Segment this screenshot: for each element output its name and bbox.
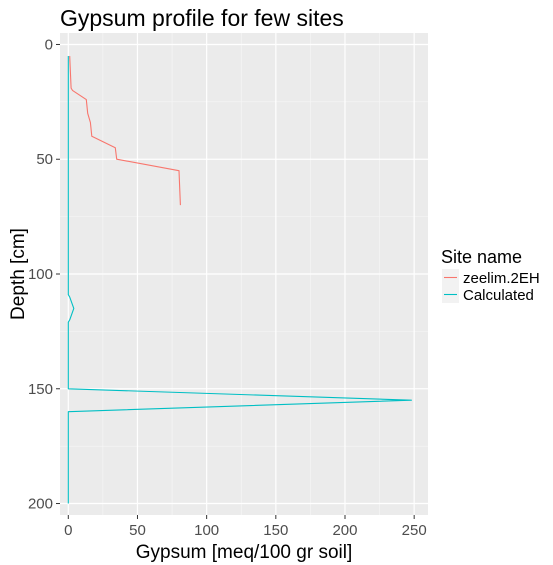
y-tick-label: 0 xyxy=(45,36,53,53)
y-tick-label: 100 xyxy=(28,266,53,283)
series-lines xyxy=(67,55,412,504)
x-axis-title: Gypsum [meq/100 gr soil] xyxy=(136,542,352,563)
y-tick-label: 50 xyxy=(36,151,53,168)
x-tick-label: 100 xyxy=(194,522,219,539)
x-tick-label: 250 xyxy=(402,522,427,539)
y-tick-label: 150 xyxy=(28,381,53,398)
y-tick-label: 200 xyxy=(28,496,53,513)
x-tick-label: 0 xyxy=(64,522,72,539)
series-line-calculated xyxy=(67,56,412,504)
legend-label: zeelim.2EH xyxy=(463,270,540,287)
y-axis-ticks: 0 50 100 150 200 xyxy=(28,36,60,513)
chart-title: Gypsum profile for few sites xyxy=(60,5,344,31)
x-axis-ticks: 0 50 100 150 200 250 xyxy=(64,515,427,539)
series-line-zeelim-2eh xyxy=(69,55,181,206)
legend-title: Site name xyxy=(441,247,522,267)
y-axis-title: Depth [cm] xyxy=(8,228,29,320)
x-tick-label: 150 xyxy=(263,522,288,539)
legend-label: Calculated xyxy=(463,287,534,304)
x-tick-label: 200 xyxy=(332,522,357,539)
x-tick-label: 50 xyxy=(129,522,146,539)
